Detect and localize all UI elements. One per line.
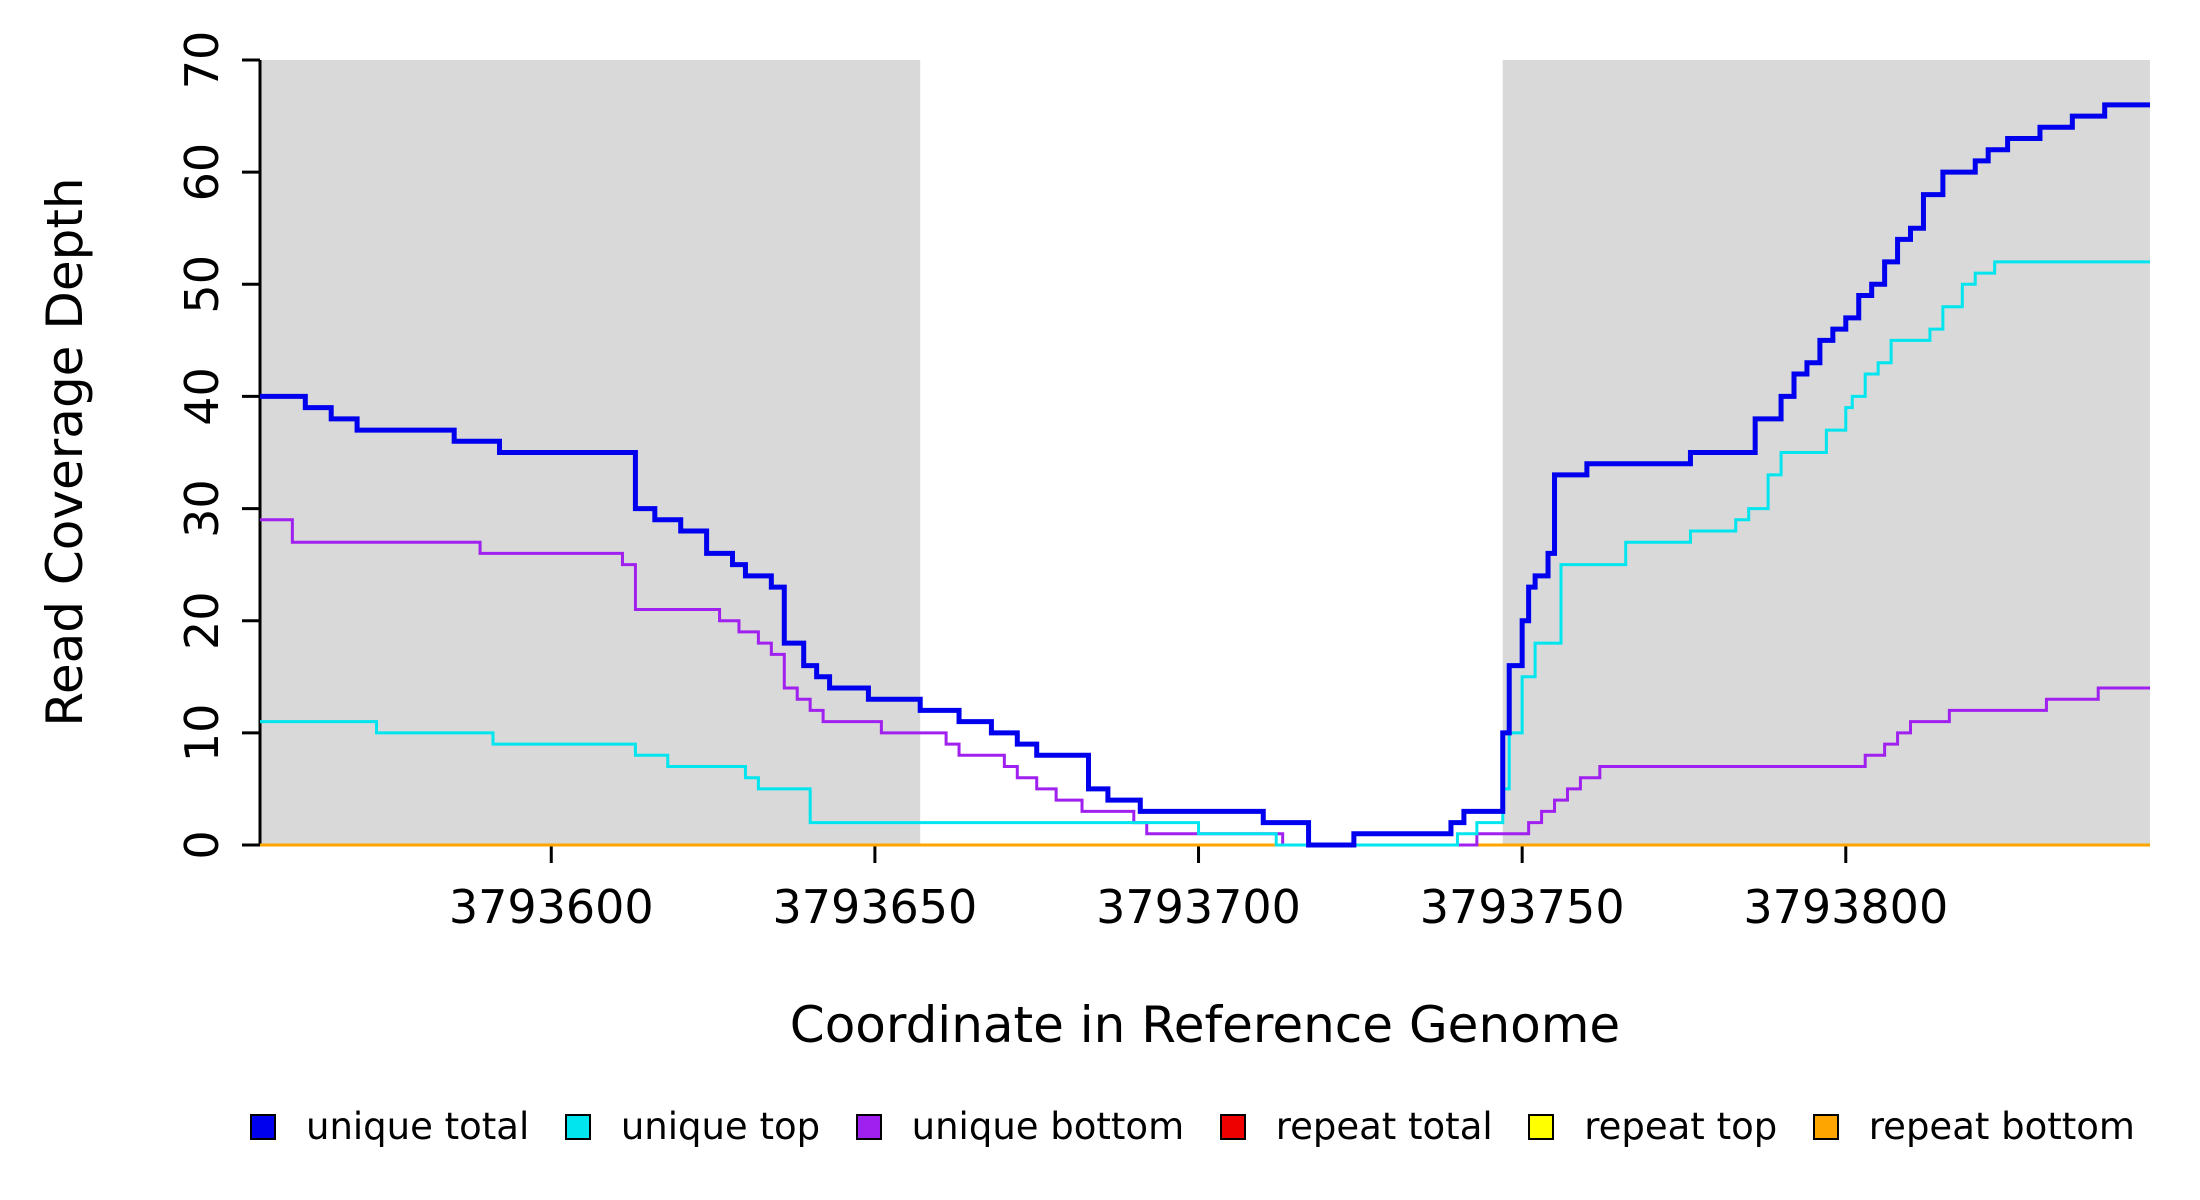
legend-swatch-icon bbox=[1219, 1113, 1246, 1140]
y-tick-label: 70 bbox=[175, 31, 229, 90]
x-axis-label: Coordinate in Reference Genome bbox=[790, 996, 1620, 1054]
x-tick-label: 3793750 bbox=[1420, 880, 1625, 934]
legend-swatch-icon bbox=[250, 1113, 276, 1140]
legend-label: unique bottom bbox=[911, 1105, 1185, 1148]
x-tick-label: 3793600 bbox=[449, 880, 654, 934]
y-tick-label: 50 bbox=[175, 255, 229, 314]
y-tick-label: 20 bbox=[175, 591, 229, 650]
x-tick-label: 3793800 bbox=[1743, 880, 1948, 934]
legend-label: repeat bottom bbox=[1868, 1105, 2135, 1148]
y-tick-label: 40 bbox=[175, 367, 229, 426]
legend-swatch-icon bbox=[1528, 1113, 1555, 1140]
x-tick-label: 3793700 bbox=[1096, 880, 1301, 934]
y-tick-label: 0 bbox=[175, 830, 229, 859]
x-tick-label: 3793650 bbox=[772, 880, 977, 934]
legend-swatch-icon bbox=[564, 1113, 591, 1140]
legend-item-unique-top: unique top bbox=[564, 1105, 821, 1148]
y-axis-label: Read Coverage Depth bbox=[36, 177, 94, 726]
legend-item-repeat-bottom: repeat bottom bbox=[1812, 1105, 2135, 1148]
chart-svg: 3793600 3793650 3793700 3793750 3793800 0 10 20… bbox=[36, 31, 2150, 1054]
legend-item-repeat-top: repeat top bbox=[1528, 1108, 1777, 1145]
legend-label: unique total bbox=[306, 1105, 530, 1148]
y-tick-label: 60 bbox=[175, 143, 229, 202]
legend: unique total unique top unique bottom repea… bbox=[0, 1108, 2200, 1145]
series-unique-top-line bbox=[260, 260, 2150, 847]
legend-item-unique-bottom: unique bottom bbox=[855, 1105, 1185, 1148]
y-tick-label: 30 bbox=[175, 479, 229, 538]
legend-swatch-icon bbox=[1812, 1113, 1839, 1140]
legend-label: repeat top bbox=[1584, 1105, 1778, 1148]
plot-area: 3793600 3793650 3793700 3793750 3793800 0 10 20… bbox=[175, 31, 2150, 934]
y-tick-label: 10 bbox=[175, 704, 229, 763]
legend-label: repeat total bbox=[1275, 1105, 1493, 1148]
legend-label: unique top bbox=[620, 1105, 821, 1148]
series-unique-total-line bbox=[260, 102, 2150, 848]
legend-swatch-icon bbox=[855, 1113, 882, 1140]
series-unique-bottom-line bbox=[260, 518, 2150, 847]
legend-item-repeat-total: repeat total bbox=[1219, 1105, 1493, 1148]
legend-item-unique-total: unique total bbox=[250, 1108, 529, 1145]
